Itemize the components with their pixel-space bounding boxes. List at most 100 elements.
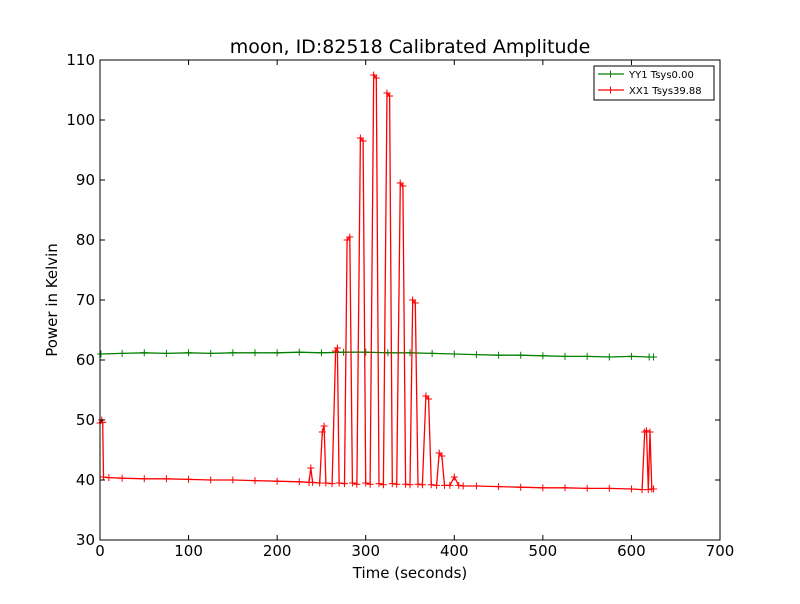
series-1-point: [427, 481, 435, 489]
y-axis-label: Power in Kelvin: [43, 243, 61, 357]
series-1-point: [561, 484, 569, 492]
x-tick-label: 300: [351, 542, 380, 560]
series-1-point: [335, 479, 343, 487]
series-0-point: [627, 352, 635, 360]
series-1-point: [328, 480, 336, 488]
series-1-point: [100, 473, 108, 481]
series-0-point: [605, 353, 613, 361]
x-tick-label: 500: [529, 542, 558, 560]
series-1-point: [386, 92, 394, 100]
series-0-point: [317, 349, 325, 357]
series-1-point: [406, 481, 414, 489]
series-1-point: [646, 428, 654, 436]
series-1-point: [433, 481, 441, 489]
axis-ticks: 0 100 200 300 400 500 600 700 30 40 50 60 70 80 90 100 1…: [66, 51, 734, 560]
series-0-point: [450, 350, 458, 358]
series-0-point: [97, 350, 105, 358]
series-1-point: [399, 182, 407, 190]
series-1-point: [333, 344, 341, 352]
series-1-point: [332, 347, 340, 355]
x-tick-label: 600: [617, 542, 646, 560]
series-1-line: [99, 73, 654, 491]
series-1-point: [414, 480, 422, 488]
x-axis-label: Time (seconds): [352, 564, 468, 582]
series-1-point: [185, 475, 193, 483]
x-tick-label: 700: [706, 542, 735, 560]
series-0-point: [140, 349, 148, 357]
series-1-point: [642, 427, 650, 435]
series-0-point: [539, 352, 547, 360]
series-1: [96, 71, 658, 494]
series-1-point: [455, 481, 463, 489]
x-tick-label: 100: [174, 542, 203, 560]
series-1-point: [638, 486, 646, 494]
series-1-point: [309, 478, 317, 486]
series-1-point: [207, 476, 215, 484]
y-tick-label: 110: [66, 51, 95, 69]
series-1-point: [450, 473, 458, 481]
series-0-point: [650, 353, 658, 361]
chart-title: moon, ID:82518 Calibrated Amplitude: [230, 36, 591, 58]
series-1-point: [402, 480, 410, 488]
series-0-point: [273, 349, 281, 357]
series-1-point: [425, 395, 433, 403]
series-0-point: [472, 351, 480, 359]
series-1-point: [340, 480, 348, 488]
y-tick-label: 70: [76, 291, 95, 309]
series-1-point: [644, 486, 652, 494]
x-tick-label: 400: [440, 542, 469, 560]
series-1-point: [359, 137, 367, 145]
legend-entry: YY1 Tsys0.00: [598, 70, 694, 81]
series-0-point: [118, 349, 126, 357]
legend-label: XX1 Tsys39.88: [629, 86, 702, 97]
series-1-point: [472, 482, 480, 490]
series-1-point: [539, 484, 547, 492]
series-1-point: [388, 480, 396, 488]
series-1-point: [273, 477, 281, 485]
series-0-point: [185, 349, 193, 357]
y-tick-label: 50: [76, 411, 95, 429]
legend-swatch-marker: [607, 86, 614, 94]
series-1-point: [346, 233, 354, 241]
series-1-point: [418, 481, 426, 489]
series-1-point: [379, 481, 387, 489]
y-tick-label: 60: [76, 351, 95, 369]
series-1-point: [583, 484, 591, 492]
series-1-point: [118, 474, 126, 482]
series-1-point: [307, 464, 315, 472]
legend-box: [593, 65, 715, 101]
series-0-point: [384, 349, 392, 357]
series-0-point: [229, 349, 237, 357]
series-1-point: [140, 475, 148, 483]
series-0-point: [583, 352, 591, 360]
series-1-point: [295, 478, 303, 486]
x-tick-label: 0: [95, 542, 105, 560]
series-0-point: [428, 349, 436, 357]
y-tick-label: 30: [76, 531, 95, 549]
series-1-point: [353, 480, 361, 488]
series-1-point: [517, 483, 525, 491]
legend-label: YY1 Tsys0.00: [628, 70, 694, 81]
series-1-point: [438, 452, 446, 460]
series-1-point: [105, 474, 113, 482]
series-1-point: [320, 422, 328, 430]
series-1-point: [375, 480, 383, 488]
y-tick-label: 90: [76, 171, 95, 189]
plot-content: [96, 71, 658, 494]
y-tick-label: 80: [76, 231, 95, 249]
series-1-point: [162, 475, 170, 483]
series-0-point: [251, 349, 259, 357]
series-1-point: [393, 480, 401, 488]
legend-swatch-marker: [607, 70, 614, 78]
series-1-point: [366, 480, 374, 488]
series-1-point: [362, 479, 370, 487]
series-1-point: [605, 484, 613, 492]
x-tick-label: 200: [263, 542, 292, 560]
series-1-point: [316, 479, 324, 487]
series-1-point: [459, 482, 467, 490]
series-0-point: [517, 351, 525, 359]
series-0: [97, 348, 658, 361]
series-1-point: [322, 479, 330, 487]
series-1-point: [318, 428, 326, 436]
